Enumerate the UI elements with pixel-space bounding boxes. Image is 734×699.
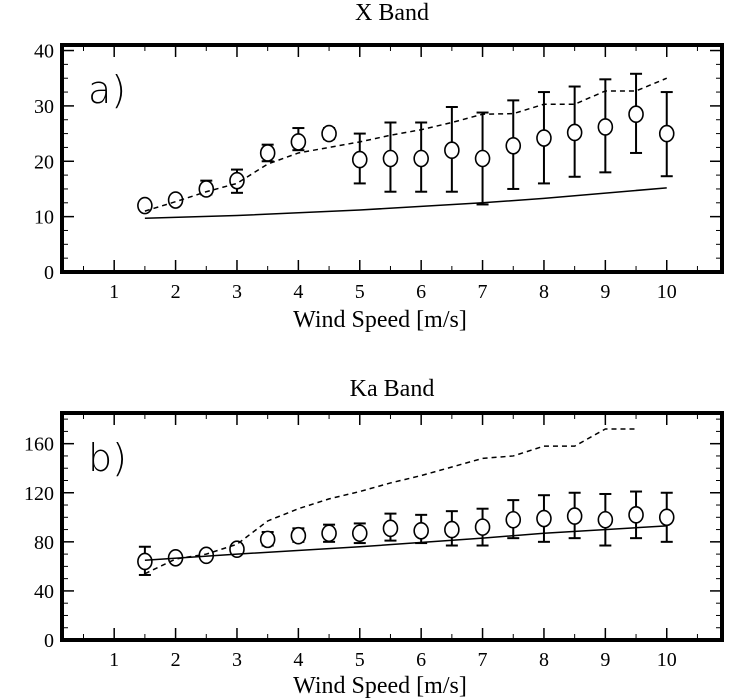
x-axis-label: Wind Speed [m/s] [293, 307, 467, 333]
data-point [321, 124, 337, 143]
data-point [382, 149, 399, 168]
data-point [505, 510, 522, 529]
x-tick-label: 1 [109, 281, 119, 303]
data-point [321, 524, 337, 543]
data-point [290, 133, 307, 151]
data-point [137, 552, 153, 571]
y-tick-label: 30 [34, 96, 54, 118]
x-tick-label: 2 [171, 281, 181, 303]
x-tick-label: 9 [600, 281, 610, 303]
x-tick-label: 6 [416, 281, 426, 303]
series-line-model-solid [144, 525, 667, 561]
x-tick-label: 8 [539, 281, 549, 303]
series-line-model-dashed [144, 77, 668, 212]
series-line-model-solid [144, 187, 667, 220]
data-point [597, 118, 614, 136]
series-line-model-dashed [144, 428, 637, 575]
data-point [536, 129, 552, 147]
x-tick-label: 4 [293, 281, 303, 303]
data-point [474, 518, 491, 536]
x-tick-label: 10 [657, 649, 677, 671]
x-tick-label: 8 [539, 649, 549, 671]
data-point [658, 124, 675, 143]
data-point [474, 149, 491, 168]
data-point [444, 520, 460, 539]
data-point [536, 509, 552, 528]
x-tick-label: 9 [600, 649, 610, 671]
y-tick-label: 40 [34, 41, 54, 63]
x-axis-label: Wind Speed [m/s] [293, 673, 467, 699]
data-point [597, 510, 614, 529]
data-point [505, 136, 522, 155]
data-point [290, 526, 307, 545]
chart-panel-1: X Band a) 1 2 3 4 5 6 7 8 9 10 0 10 20 30 40 Wind Speed [… [34, 0, 724, 333]
data-point [413, 149, 429, 168]
panel-label: b) [88, 436, 127, 480]
chart-title: X Band [355, 0, 429, 26]
x-tick-label: 3 [232, 281, 242, 303]
x-tick-label: 4 [293, 649, 303, 671]
y-tick-label: 80 [34, 532, 54, 554]
data-point [566, 507, 583, 525]
data-point [444, 141, 460, 159]
panel-label: a) [88, 68, 126, 112]
x-tick-label: 2 [171, 649, 181, 671]
plot-frame [60, 411, 724, 642]
x-tick-label: 7 [478, 281, 488, 303]
data-point [413, 521, 429, 540]
data-point [198, 180, 215, 198]
data-point [259, 530, 276, 549]
data-point [351, 524, 368, 543]
data-point [566, 123, 583, 142]
y-tick-label: 20 [34, 151, 54, 173]
x-tick-label: 6 [416, 649, 426, 671]
y-tick-label: 0 [44, 630, 54, 652]
x-tick-label: 3 [232, 649, 242, 671]
chart-panel-2: Ka Band b) 1 2 3 4 5 6 7 8 9 10 0 40 80 120 160 Wind Spee… [24, 376, 724, 699]
data-point [137, 196, 153, 215]
x-tick-label: 5 [355, 281, 365, 303]
data-point [259, 144, 276, 162]
y-tick-label: 120 [24, 483, 54, 505]
x-tick-label: 10 [657, 281, 677, 303]
y-tick-label: 10 [34, 207, 54, 229]
data-point [658, 508, 675, 527]
x-tick-label: 1 [109, 649, 119, 671]
data-point [628, 506, 644, 524]
data-point [351, 150, 368, 169]
y-tick-label: 160 [24, 434, 54, 456]
chart-title: Ka Band [350, 376, 435, 402]
y-tick-label: 0 [44, 262, 54, 284]
x-tick-label: 7 [478, 649, 488, 671]
x-tick-label: 5 [355, 649, 365, 671]
plot-frame [60, 43, 724, 274]
data-point [628, 105, 644, 124]
data-point [382, 519, 399, 538]
y-tick-label: 40 [34, 581, 54, 603]
